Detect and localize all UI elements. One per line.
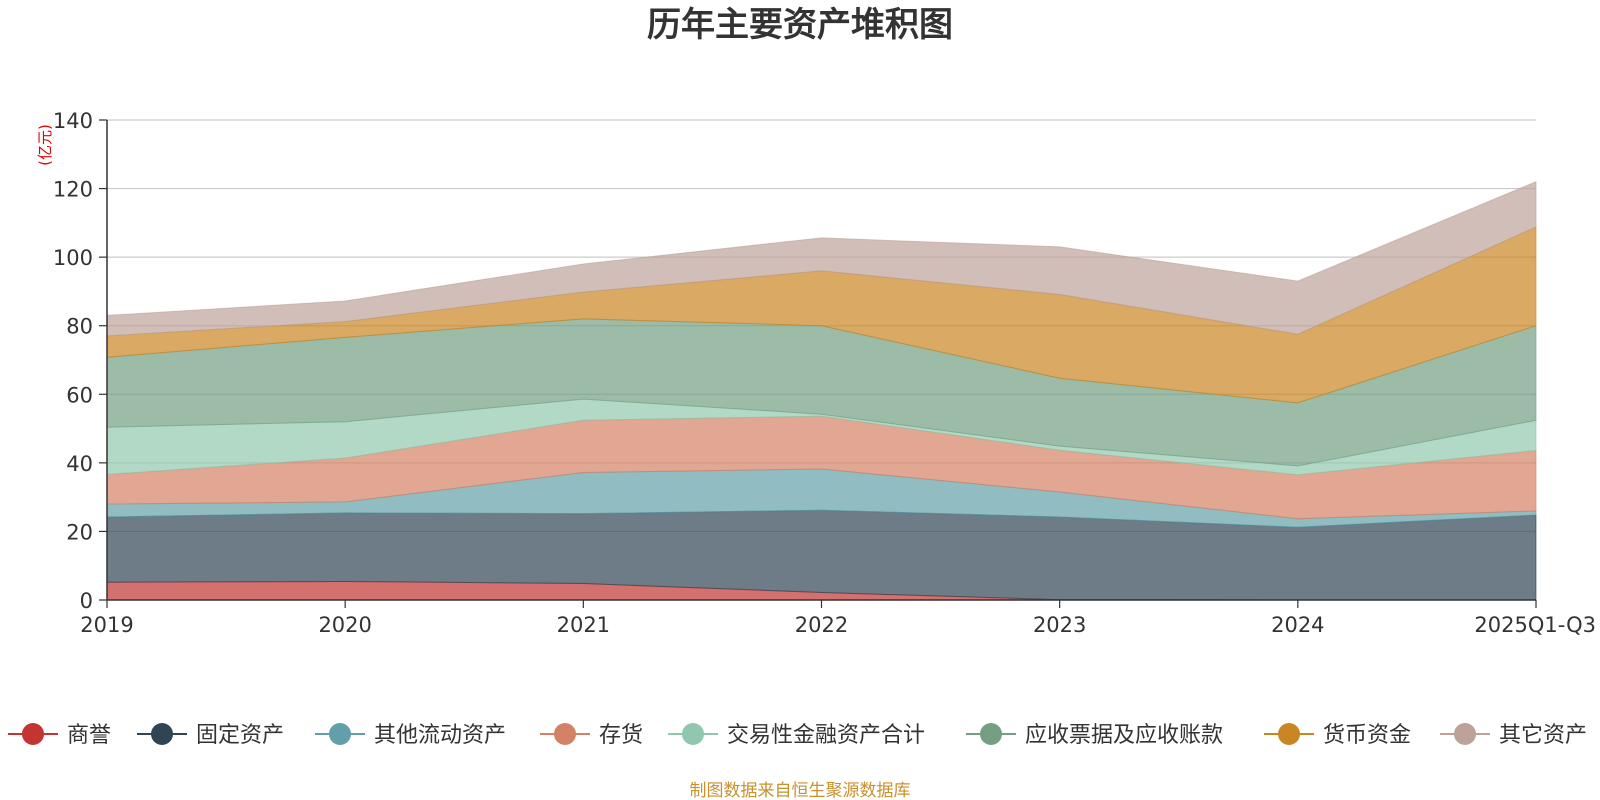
y-tick-label: 20: [66, 520, 93, 544]
legend-label: 交易性金融资产合计: [727, 723, 925, 748]
legend-item-0: 商誉: [8, 723, 111, 748]
legend-label: 存货: [599, 723, 643, 748]
x-tick-label: 2022: [795, 613, 848, 637]
legend: 商誉 固定资产 其他流动资产 存货 交易性金融资产合计 应收票据及应收账款 货币资金 其它资产: [8, 723, 1587, 748]
x-tick-label: 2019: [80, 613, 133, 637]
legend-marker: [682, 723, 704, 745]
x-tick-label: 2024: [1271, 613, 1324, 637]
legend-label: 其他流动资产: [374, 723, 506, 748]
x-tick-label: 2021: [557, 613, 610, 637]
legend-item-6: 货币资金: [1264, 723, 1411, 748]
y-tick-label: 140: [53, 109, 93, 133]
legend-item-7: 其它资产: [1440, 723, 1587, 748]
y-tick-label: 80: [66, 315, 93, 339]
legend-label: 应收票据及应收账款: [1025, 723, 1223, 748]
y-tick-label: 40: [66, 452, 93, 476]
x-tick-label: 2025Q1-Q3: [1474, 613, 1596, 637]
legend-item-4: 交易性金融资产合计: [668, 723, 925, 748]
area-series-group: [106, 180, 1537, 601]
y-tick-label: 0: [80, 589, 93, 613]
legend-item-5: 应收票据及应收账款: [966, 723, 1223, 748]
legend-marker: [1278, 723, 1300, 745]
y-tick-label: 100: [53, 246, 93, 270]
x-tick-label: 2020: [318, 613, 371, 637]
y-tick-label: 60: [66, 383, 93, 407]
legend-item-3: 存货: [540, 723, 643, 748]
legend-label: 货币资金: [1323, 723, 1411, 748]
y-axis-unit-label: (亿元): [36, 124, 54, 166]
x-tick-label: 2023: [1033, 613, 1086, 637]
legend-marker: [329, 723, 351, 745]
legend-label: 固定资产: [196, 723, 284, 748]
y-tick-label: 120: [53, 178, 93, 202]
chart-title: 历年主要资产堆积图: [647, 5, 953, 45]
legend-marker: [554, 723, 576, 745]
source-note: 制图数据来自恒生聚源数据库: [690, 781, 911, 800]
legend-label: 商誉: [67, 723, 111, 748]
legend-marker: [980, 723, 1002, 745]
legend-item-1: 固定资产: [137, 723, 284, 748]
legend-marker: [151, 723, 173, 745]
legend-item-2: 其他流动资产: [315, 723, 506, 748]
axes: 0 20 40 60 80 100 120 140 2019 2020 2021 2022 2023 20…: [53, 109, 1596, 637]
legend-marker: [22, 723, 44, 745]
area-series-7: [106, 180, 1537, 337]
legend-label: 其它资产: [1499, 723, 1587, 748]
legend-marker: [1454, 723, 1476, 745]
